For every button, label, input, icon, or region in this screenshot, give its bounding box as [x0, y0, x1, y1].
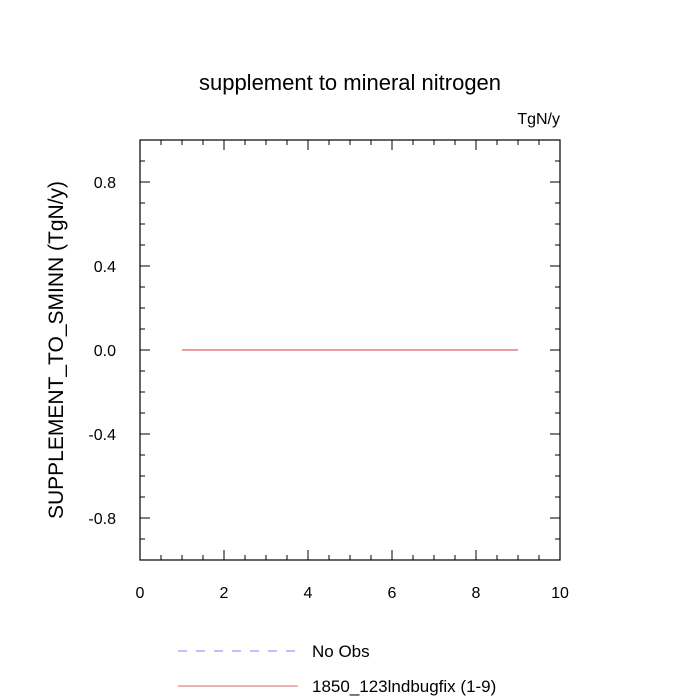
y-axis-label: SUPPLEMENT_TO_SMINN (TgN/y) — [45, 181, 68, 519]
x-tick-label: 2 — [220, 585, 229, 602]
legend: No Obs 1850_123lndbugfix (1-9) — [178, 642, 496, 696]
legend-label: 1850_123lndbugfix (1-9) — [312, 677, 496, 696]
y-tick-label: 0.0 — [94, 343, 116, 360]
y-tick-label: -0.8 — [88, 511, 116, 528]
tick-labels: 0 2 4 6 8 10 -0.8 -0.4 0.0 0.4 0.8 — [88, 175, 569, 602]
x-tick-label: 0 — [136, 585, 145, 602]
chart-title: supplement to mineral nitrogen — [199, 70, 501, 95]
units-label: TgN/y — [517, 111, 560, 128]
y-tick-label: 0.8 — [94, 175, 116, 192]
x-tick-label: 6 — [388, 585, 397, 602]
x-tick-label: 10 — [551, 585, 569, 602]
x-tick-label: 4 — [304, 585, 313, 602]
legend-label: No Obs — [312, 642, 370, 661]
y-tick-label: -0.4 — [88, 427, 116, 444]
y-tick-label: 0.4 — [94, 259, 116, 276]
axis-ticks — [139, 139, 561, 561]
x-tick-label: 8 — [472, 585, 481, 602]
